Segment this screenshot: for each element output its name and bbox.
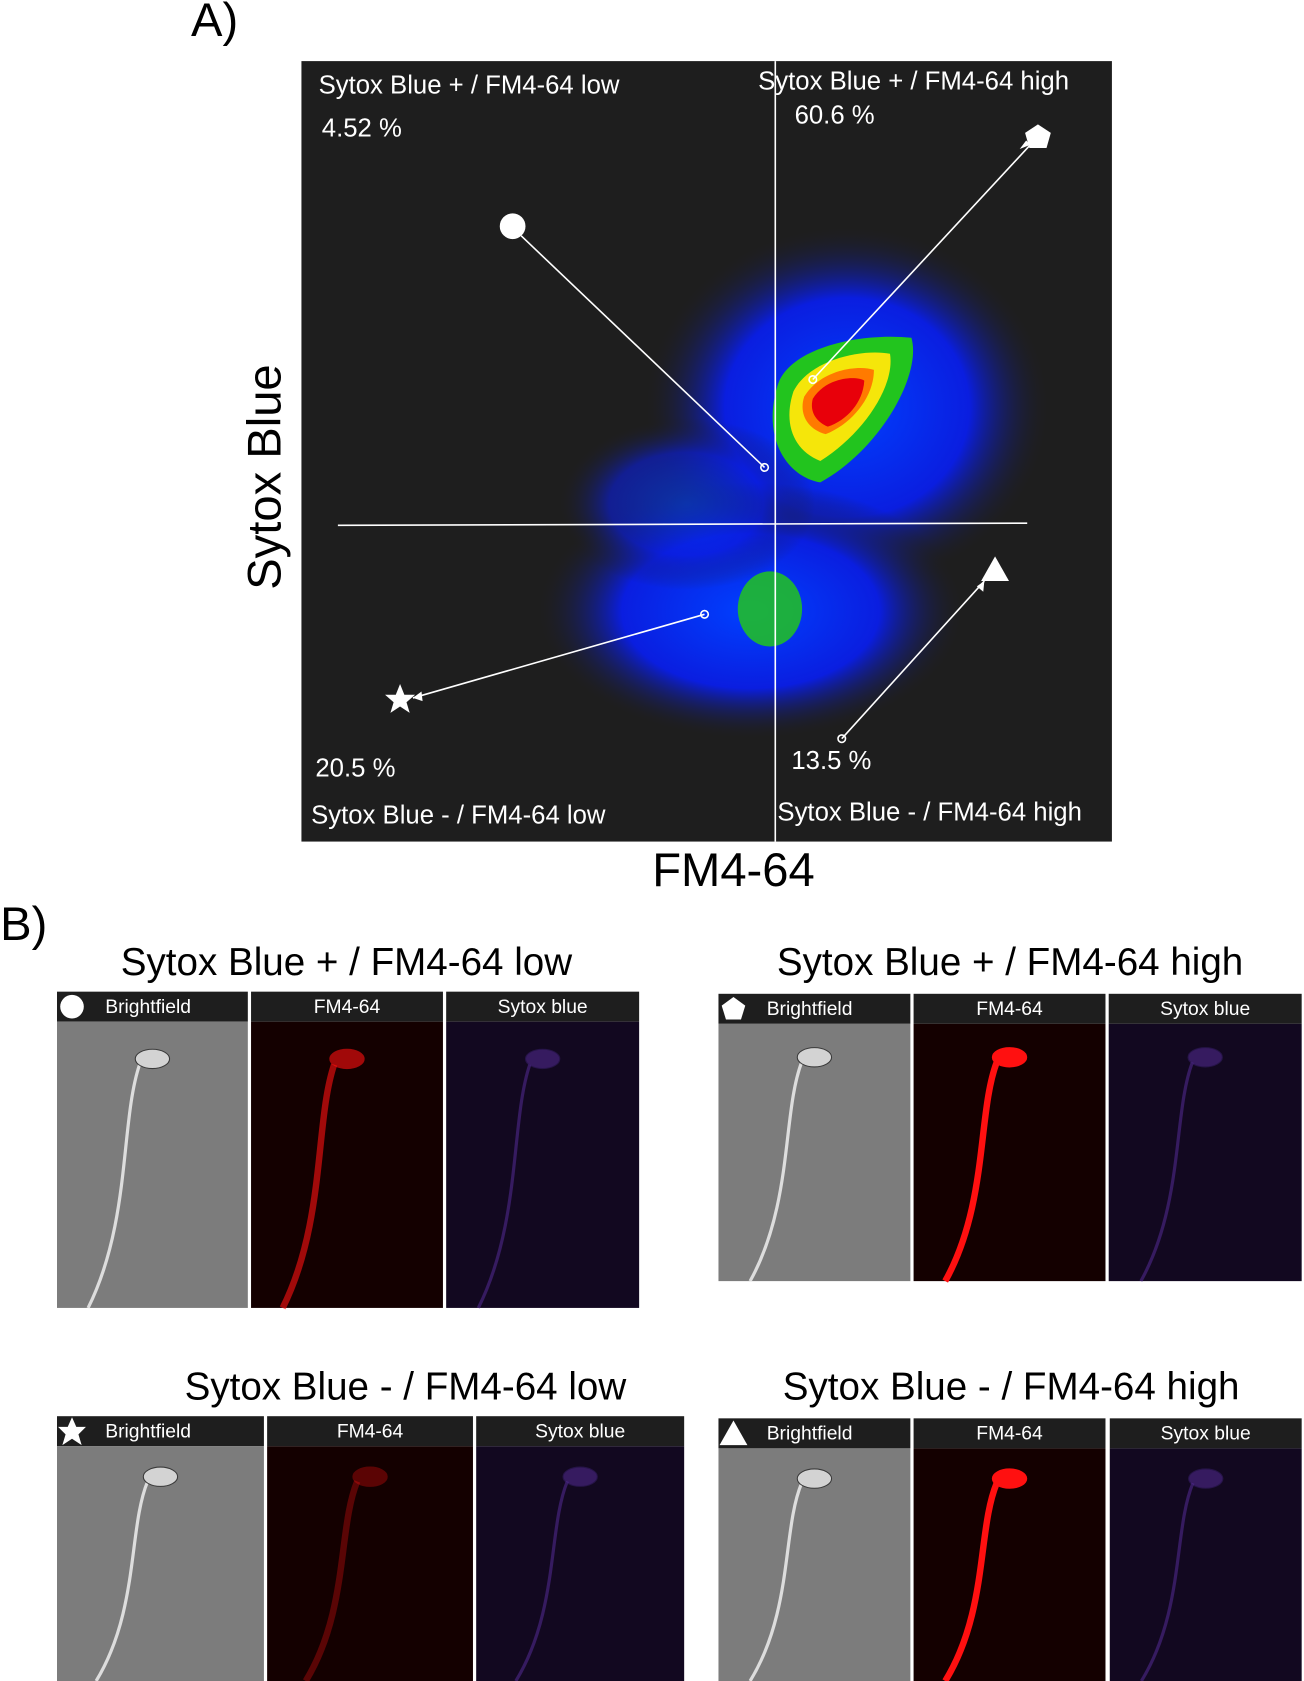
quadrant-percent: 60.6 %: [795, 102, 875, 130]
sperm-head: [134, 1048, 171, 1070]
image-header: [718, 1418, 911, 1449]
quadrant-labels: Sytox Blue + / FM4-64 low 4.52 % Sytox B…: [311, 67, 1082, 829]
sperm-tail: [942, 1061, 1000, 1283]
sperm-head: [1188, 1468, 1224, 1489]
image-label: Brightfield: [767, 1424, 853, 1445]
sperm-tail: [302, 1480, 361, 1681]
density-level: [737, 571, 803, 647]
sperm-tail: [514, 1480, 569, 1681]
sperm-head: [991, 1468, 1028, 1489]
sperm-tail: [86, 1064, 142, 1309]
group-title: Sytox Blue + / FM4-64 high: [777, 941, 1243, 984]
sperm-tail: [1140, 1482, 1195, 1681]
panel-label: B): [0, 897, 47, 950]
quadrant-name: Sytox Blue - / FM4-64 high: [777, 798, 1081, 826]
group-icon: [721, 997, 746, 1020]
image-header: [1109, 1418, 1302, 1449]
sperm-tail: [1139, 1061, 1194, 1282]
image-label: FM4-64: [337, 1421, 404, 1442]
sperm-tail: [748, 1061, 804, 1282]
micrograph: [57, 1021, 248, 1308]
sperm-head: [1187, 1047, 1223, 1068]
sperm-head: [524, 1048, 561, 1070]
markers: [385, 124, 1051, 713]
image-label: FM4-64: [976, 999, 1043, 1020]
image-label: Brightfield: [105, 1421, 191, 1442]
quadrant-name: Sytox Blue + / FM4-64 low: [319, 72, 620, 100]
sperm-tail: [748, 1482, 804, 1681]
image-label: Sytox blue: [1161, 1424, 1251, 1445]
image-header: [57, 1416, 264, 1447]
image-label: Sytox blue: [498, 997, 588, 1018]
sperm-head: [329, 1048, 365, 1070]
sperm-tail: [94, 1480, 150, 1681]
density-level: [811, 378, 865, 427]
image-label: FM4-64: [314, 997, 381, 1018]
quadrant-percent: 4.52 %: [322, 115, 402, 143]
image-label: Brightfield: [767, 999, 853, 1020]
sperm-head: [991, 1047, 1028, 1068]
group-icon: [58, 1417, 86, 1446]
density-cloud: [557, 418, 815, 590]
micrograph: [267, 1446, 473, 1681]
image-header: [913, 1418, 1106, 1449]
image-header: [913, 993, 1106, 1024]
y-axis-label: Sytox Blue: [238, 364, 291, 589]
quadrant-line: [337, 522, 1028, 527]
image-header: [267, 1416, 473, 1447]
sperm-head: [796, 1468, 833, 1489]
image-label: Sytox blue: [1160, 999, 1250, 1020]
group-icon: [719, 1420, 748, 1446]
sperm-head: [142, 1466, 179, 1487]
group-icon: [60, 994, 84, 1019]
sperm-head: [352, 1466, 388, 1487]
panel-b: B) Sytox Blue + / FM4-64 low Brightfield F…: [0, 897, 1302, 1681]
image-header: [251, 991, 443, 1022]
group-title: Sytox Blue - / FM4-64 high: [783, 1366, 1240, 1409]
group-title: Sytox Blue - / FM4-64 low: [185, 1366, 627, 1409]
quadrant-name: Sytox Blue + / FM4-64 high: [758, 67, 1069, 95]
x-axis-label: FM4-64: [652, 843, 814, 896]
panel-label: A): [191, 0, 238, 46]
image-label: Brightfield: [105, 997, 191, 1018]
image-header: [718, 993, 911, 1024]
image-header: [446, 991, 640, 1022]
image-label: FM4-64: [976, 1424, 1043, 1445]
quadrant-percent: 13.5 %: [791, 747, 871, 775]
quadrant-name: Sytox Blue - / FM4-64 low: [311, 802, 606, 830]
sperm-tail: [942, 1482, 1000, 1681]
image-header: [57, 991, 248, 1022]
quadrant-percent: 20.5 %: [315, 755, 395, 783]
image-header: [476, 1416, 685, 1447]
sperm-head: [796, 1047, 833, 1068]
micrograph: [251, 1021, 443, 1308]
panel-a: A) Sytox Blue + / FM4-64 low 4.52 % Syto…: [191, 0, 1112, 896]
image-label: Sytox blue: [535, 1421, 625, 1442]
sperm-tail: [476, 1064, 532, 1309]
arrows: [412, 144, 1032, 744]
sperm-tail: [279, 1063, 338, 1310]
sperm-head: [562, 1466, 598, 1487]
group-title: Sytox Blue + / FM4-64 low: [121, 941, 572, 984]
image-header: [1108, 993, 1302, 1024]
micrograph: [446, 1021, 640, 1308]
